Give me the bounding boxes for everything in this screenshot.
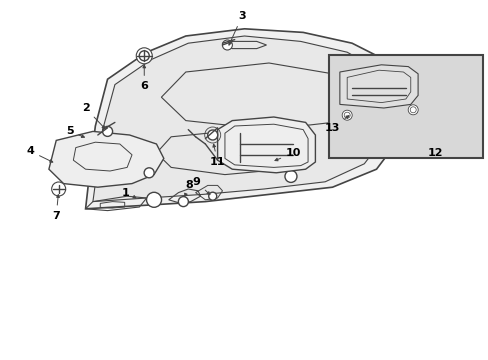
Text: 9: 9 — [192, 177, 209, 195]
Circle shape — [146, 192, 161, 207]
Circle shape — [407, 105, 417, 115]
Circle shape — [136, 48, 152, 64]
Circle shape — [207, 130, 217, 140]
Circle shape — [342, 110, 351, 120]
Polygon shape — [85, 29, 405, 209]
Polygon shape — [49, 131, 163, 187]
Polygon shape — [339, 65, 417, 108]
Circle shape — [222, 40, 232, 50]
Text: 8: 8 — [184, 180, 193, 196]
Text: 12: 12 — [427, 148, 443, 158]
Circle shape — [285, 170, 296, 183]
Text: 5: 5 — [65, 126, 84, 138]
Text: 10: 10 — [274, 148, 301, 161]
Text: 13: 13 — [324, 116, 348, 133]
Text: 1: 1 — [122, 188, 136, 198]
Polygon shape — [217, 117, 315, 173]
Text: 11: 11 — [209, 144, 225, 167]
Text: 4: 4 — [26, 146, 53, 162]
Circle shape — [102, 126, 112, 136]
Circle shape — [52, 182, 65, 196]
Text: 6: 6 — [140, 65, 148, 91]
Text: 7: 7 — [52, 195, 60, 221]
Circle shape — [208, 192, 216, 200]
FancyBboxPatch shape — [328, 55, 482, 158]
Circle shape — [144, 168, 154, 178]
Text: 2: 2 — [81, 103, 105, 129]
Text: 3: 3 — [228, 11, 245, 45]
Circle shape — [178, 197, 188, 207]
Polygon shape — [93, 36, 390, 202]
